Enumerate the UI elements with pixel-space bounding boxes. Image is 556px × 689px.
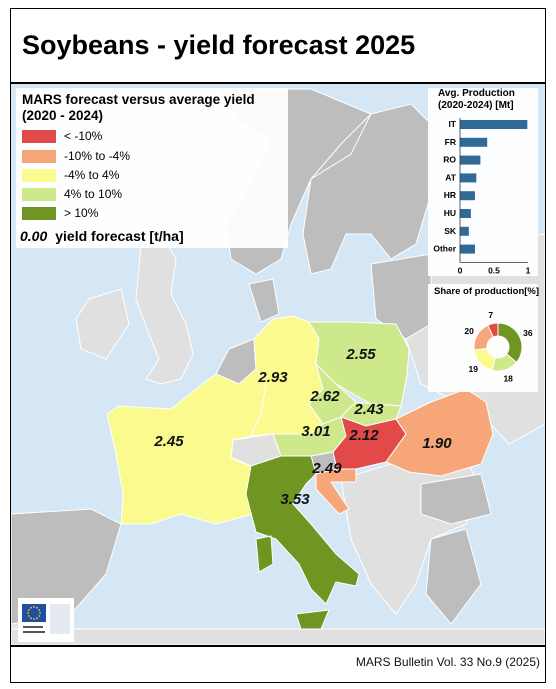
bar-chart-title-line2: (2020-2024) [Mt] [438,100,514,111]
bar-x-tick-label: 0 [458,265,463,275]
legend-example-label: yield forecast [t/ha] [55,228,184,244]
country-hu [332,416,407,470]
legend-label: -10% to -4% [64,149,131,163]
eu-star [30,606,32,609]
legend-title-line1: MARS forecast versus average yield [22,92,255,107]
pie-chart-title: Share of production[%] [434,286,540,297]
eu-star [27,612,29,614]
yield-label-at: 3.01 [301,423,330,440]
bar [460,244,475,254]
bar [460,209,471,218]
country-hr [315,468,357,515]
country-it [232,455,360,630]
legend-label: > 10% [64,206,99,220]
yield-label-sk: 2.43 [353,401,384,418]
european-commission-logo [18,598,74,642]
legend-example: 0.00 yield forecast [t/ha] [20,228,184,244]
bar-chart: IT FR RO AT HR HU SK Other 0 0.5 1 [433,118,531,275]
title-divider [10,82,546,84]
eu-star [33,618,35,620]
bar-category-label: HR [444,190,456,200]
donut-slice [487,322,499,338]
bar-x-tick-label: 1 [526,265,531,275]
bar-x-tick-label: 0.5 [488,265,500,275]
bar-category-label: HU [444,208,456,218]
north-africa [11,628,545,645]
donut-slice-label: 7 [488,310,493,320]
eu-star [39,612,41,614]
bar-category-label: SK [444,226,457,236]
donut-slice-label: 36 [523,328,533,338]
uk-ireland [75,233,194,385]
donut-slice-label: 19 [469,364,479,374]
legend-label: 4% to 10% [64,187,123,201]
legend-swatch [22,150,56,163]
eu-stars [27,606,41,620]
footer-divider [10,645,546,647]
legend-title: MARS forecast versus average yield (2020… [22,92,255,124]
logo-wordmark-2 [23,631,45,633]
donut-slice-label: 18 [503,373,513,383]
bar-category-label: Other [433,244,456,254]
bar [460,173,477,183]
yield-label-pl: 2.55 [345,346,376,363]
yield-label-hr: 2.49 [311,460,342,477]
eu-star [33,606,35,608]
share-donut-chart: 36 18 19 20 7 [464,310,533,384]
bar-category-label: RO [443,155,456,165]
eu-star [30,617,32,620]
legend-swatch [22,169,56,182]
legend-label: -4% to 4% [64,168,120,182]
bar-category-label: AT [445,172,457,182]
eu-flag [22,604,46,622]
yield-label-fr: 2.45 [153,433,184,450]
legend-example-value: 0.00 [20,228,48,244]
eu-star [36,617,38,620]
bulgaria-greece [420,473,492,625]
production-share-panel: Share of production[%] 36 18 19 20 7 [428,284,540,392]
eu-star [27,615,30,617]
production-bar-chart-panel: Avg. Production (2020-2024) [Mt] IT FR RO A… [428,88,538,276]
eu-star [38,615,41,617]
legend-label: < -10% [64,129,103,143]
bar-category-label: IT [448,119,456,129]
map-legend: MARS forecast versus average yield (2020… [16,88,288,248]
logo-wordmark-1 [23,626,43,628]
eu-star [38,609,41,611]
bar [460,120,528,129]
eu-star [36,606,38,609]
logo-building [50,604,70,634]
yield-label-de: 2.93 [257,369,288,386]
eu-star [27,609,30,611]
bar-category-label: FR [445,137,456,147]
figure-title: Soybeans - yield forecast 2025 [22,30,416,60]
bar [460,226,469,236]
donut-slice-label: 20 [464,326,474,336]
bar [460,191,475,201]
legend-swatch [22,207,56,220]
yield-label-cz: 2.62 [309,388,340,405]
yield-label-ro: 1.90 [422,435,452,452]
bar-chart-title-line1: Avg. Production [438,88,515,99]
yield-label-it: 3.53 [280,491,310,508]
country-ro [385,388,494,477]
footer-citation: MARS Bulletin Vol. 33 No.9 (2025) [355,655,540,669]
iberia [11,508,122,625]
bar [460,137,488,147]
legend-title-line2: (2020 - 2024) [22,108,104,123]
legend-swatch [22,188,56,201]
legend-swatch [22,130,56,143]
bar [460,155,481,165]
bar-chart-title: Avg. Production (2020-2024) [Mt] [438,88,515,112]
yield-label-hu: 2.12 [348,427,379,444]
